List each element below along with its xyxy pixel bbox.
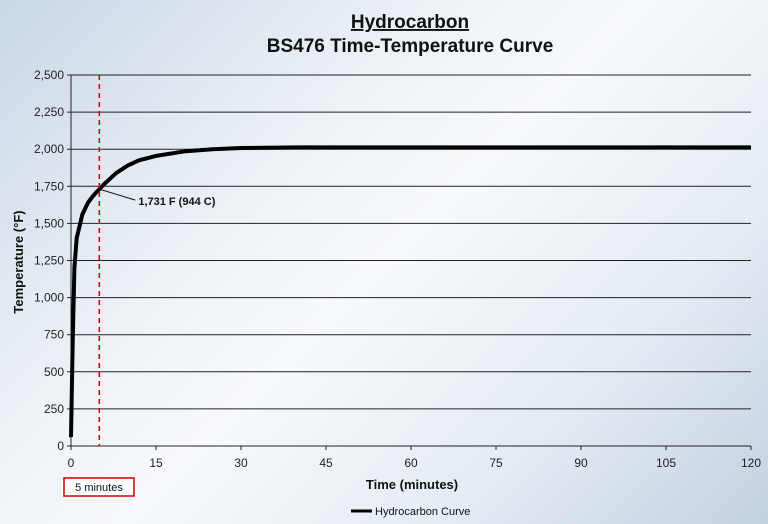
y-tick-label: 2,000	[34, 142, 64, 156]
y-tick-label: 1,750	[34, 179, 64, 193]
x-axis-ticks: 0 15 30 45 60 75 90 105 120	[68, 446, 761, 470]
x-tick-label: 60	[404, 456, 418, 470]
y-tick-label: 500	[44, 365, 64, 379]
x-tick-label: 105	[656, 456, 676, 470]
chart-subtitle: BS476 Time-Temperature Curve	[267, 36, 554, 57]
series-line-hydrocarbon	[69, 145, 751, 438]
x-tick-label: 0	[68, 456, 75, 470]
x-tick-label: 75	[489, 456, 503, 470]
x-tick-label: 30	[234, 456, 248, 470]
y-tick-label: 0	[57, 439, 64, 453]
y-tick-label: 2,250	[34, 105, 64, 119]
x-tick-label: 15	[149, 456, 163, 470]
marker-label: 5 minutes	[75, 482, 123, 494]
annotation-label: 1,731 F (944 C)	[138, 196, 215, 208]
y-tick-label: 1,000	[34, 291, 64, 305]
gridlines	[71, 74, 751, 447]
y-tick-label: 750	[44, 328, 64, 342]
y-tick-label: 1,500	[34, 216, 64, 230]
y-axis-label: Temperature (°F)	[11, 210, 26, 313]
y-tick-label: 2,500	[34, 68, 64, 82]
x-tick-label: 90	[574, 456, 588, 470]
legend-label: Hydrocarbon Curve	[375, 506, 470, 518]
legend: Hydrocarbon Curve	[351, 506, 470, 518]
x-tick-label: 120	[741, 456, 761, 470]
marker-label-box	[63, 477, 135, 497]
x-axis-label: Time (minutes)	[366, 477, 458, 492]
y-tick-label: 1,250	[34, 254, 64, 268]
chart-title: Hydrocarbon	[351, 12, 469, 33]
y-axis-ticks: 0 250 500 750 1,000 1,250 1,500 1,750 2,000 2,250…	[34, 68, 71, 453]
marker-layer: 5 minutes 1,731 F (944 C)	[63, 75, 216, 497]
annotation-leader	[99, 188, 136, 201]
x-tick-label: 45	[319, 456, 333, 470]
y-tick-label: 250	[44, 402, 64, 416]
series-layer	[69, 145, 751, 438]
